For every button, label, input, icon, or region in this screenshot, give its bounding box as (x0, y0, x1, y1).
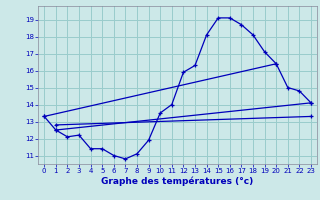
X-axis label: Graphe des températures (°c): Graphe des températures (°c) (101, 177, 254, 186)
